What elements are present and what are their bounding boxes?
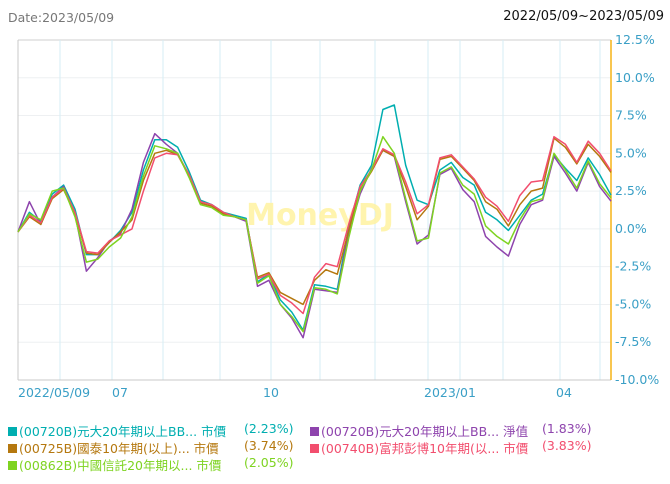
legend-series-name: (00720B)元大20年期以上BB...	[321, 424, 500, 439]
series-line-1	[17, 132, 612, 339]
legend-swatch-icon	[8, 427, 17, 436]
legend-series-name: (00720B)元大20年期以上BB...	[19, 424, 198, 439]
x-tick-label: 2023/01	[424, 385, 476, 400]
date-label: Date:2023/05/09	[8, 10, 115, 25]
legend-series-change: (2.23%)	[244, 421, 294, 436]
legend-series-name: (00740B)富邦彭博10年期(以...	[321, 441, 500, 456]
y-tick-label: 12.5%	[615, 32, 655, 47]
y-tick-label: -10.0%	[615, 372, 659, 387]
y-tick-label: 0.0%	[615, 221, 647, 236]
series-line-3	[17, 135, 612, 315]
legend-series-change: (1.83%)	[542, 421, 592, 436]
legend-swatch-icon	[8, 461, 17, 470]
x-tick-label: 04	[556, 385, 572, 400]
series-line-4	[17, 135, 612, 333]
legend-series-change: (3.74%)	[244, 438, 294, 453]
y-tick-label: 7.5%	[615, 108, 647, 123]
y-tick-label: -7.5%	[615, 334, 651, 349]
legend-swatch-icon	[8, 444, 17, 453]
legend-series-kind: 淨值	[503, 424, 529, 439]
date-range[interactable]: 2022/05/09~2023/05/09	[503, 9, 664, 24]
y-tick-label: -5.0%	[615, 296, 651, 311]
legend-series-kind: 市價	[193, 441, 219, 456]
legend-series-name: (00862B)中國信託20年期以...	[19, 458, 193, 473]
legend-item[interactable]: (00740B)富邦彭博10年期(以... 市價 (3.83%)	[310, 438, 591, 457]
legend-series-change: (2.05%)	[244, 455, 294, 470]
y-tick-label: 5.0%	[615, 145, 647, 160]
series-line-2	[17, 137, 612, 306]
x-tick-label: 07	[112, 385, 128, 400]
legend-series-name: (00725B)國泰10年期(以上)...	[19, 441, 190, 456]
y-tick-label: -2.5%	[615, 259, 651, 274]
watermark: MoneyDJ	[246, 198, 394, 233]
x-tick-label: 10	[263, 385, 279, 400]
legend-series-kind: 市價	[201, 424, 227, 439]
x-tick-label: 2022/05/09	[18, 385, 90, 400]
legend-series-kind: 市價	[196, 458, 222, 473]
y-tick-label: 2.5%	[615, 183, 647, 198]
legend-series-change: (3.83%)	[542, 438, 592, 453]
legend-series-kind: 市價	[503, 441, 529, 456]
legend-item[interactable]: (00720B)元大20年期以上BB... 市價 (2.23%)	[8, 421, 293, 440]
legend-item[interactable]: (00862B)中國信託20年期以... 市價 (2.05%)	[8, 455, 293, 474]
legend-swatch-icon	[310, 427, 319, 436]
legend-item[interactable]: (00720B)元大20年期以上BB... 淨值 (1.83%)	[310, 421, 591, 440]
y-tick-label: 10.0%	[615, 70, 655, 85]
line-chart[interactable]: 12.5% 10.0% 7.5% 5.0% 2.5% 0.0% -2.5% -5.0% -7.5…	[0, 0, 670, 420]
legend-item[interactable]: (00725B)國泰10年期(以上)... 市價 (3.74%)	[8, 438, 293, 457]
legend-swatch-icon	[310, 444, 319, 453]
